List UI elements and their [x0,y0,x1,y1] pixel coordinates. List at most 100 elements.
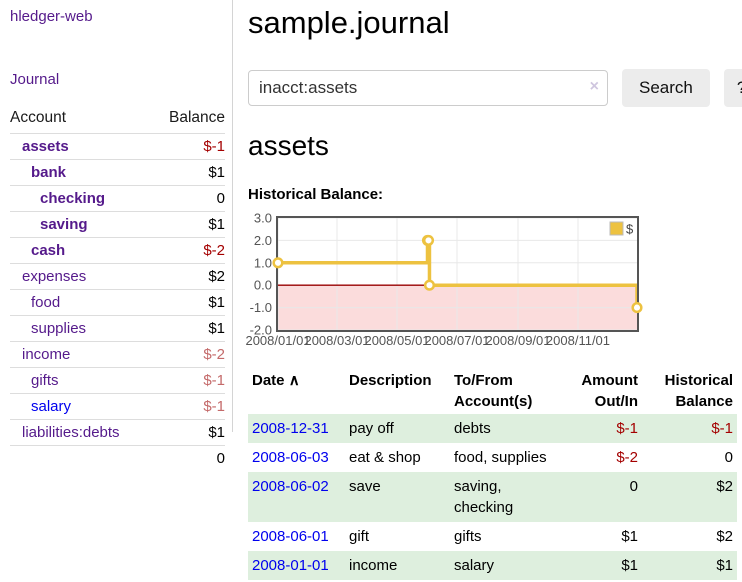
transaction-date-link[interactable]: 2008-06-01 [252,528,329,545]
y-tick-label: -1.0 [250,300,272,315]
historical-balance-chart: 2008/01/01 2008/03/01 2008/05/01 2008/07/01… [245,210,742,352]
register-date-cell: 2008-12-31 [248,414,345,443]
register-amount-cell: 0 [561,472,642,522]
data-point-marker [631,302,643,314]
register-date-cell: 2008-06-02 [248,472,345,522]
chart-svg: 2008/01/012008/03/012008/05/012008/07/01… [245,211,643,348]
account-balance: $1 [152,159,225,186]
account-name-cell: bank [10,159,153,186]
sidebar: hledger-web Journal Account Balance asse… [0,0,233,471]
register-header-date[interactable]: Date ∧ [248,368,345,414]
register-date-cell: 2008-06-01 [248,522,345,551]
account-balance: $-1 [152,367,225,394]
register-balance-cell: $2 [642,472,737,522]
account-name-cell: saving [10,211,153,238]
y-tick-label: 2.0 [254,233,272,248]
sidebar-account-link-saving[interactable]: saving [40,216,88,233]
balance-header-line2: Balance [675,393,733,410]
account-row: supplies $1 [10,315,225,342]
x-tick-label: 2008/11/01 [546,333,610,348]
account-balance: 0 [152,185,225,212]
y-tick-label: 0.0 [254,278,272,293]
amount-header-line1: Amount [581,372,638,389]
amount-header-line2: Out/In [594,393,638,410]
accounts-table: Account Balance assets $-1 bank $1 checking 0… [10,105,225,471]
sidebar-account-link-checking[interactable]: checking [40,190,106,207]
x-tick-label: 2008/03/01 [304,333,369,348]
search-input-wrap: × [248,70,608,106]
register-row: 2008-12-31 pay off debts $-1 $-1 [248,414,737,443]
sidebar-account-link-food[interactable]: food [31,294,61,311]
data-point-marker [422,234,435,246]
balance-header-line1: Historical [664,372,733,389]
account-row: salary $-1 [10,393,225,420]
register-header-row: Date ∧ Description To/From Account(s) Am… [248,368,737,414]
search-input[interactable] [248,70,608,106]
account-row: assets $-1 [10,133,225,160]
register-header-amount: Amount Out/In [561,368,642,414]
transaction-date-link[interactable]: 2008-06-03 [252,449,329,466]
sidebar-account-link-supplies[interactable]: supplies [31,320,87,337]
app-title-link[interactable]: hledger-web [10,8,93,25]
sidebar-item-journal[interactable]: Journal [10,71,60,88]
register-balance-cell: 0 [724,449,733,466]
clear-search-icon[interactable]: × [589,78,599,95]
sidebar-account-link-bank[interactable]: bank [31,164,67,181]
register-row: 2008-01-01 income salary $1 $1 [248,551,737,580]
sidebar-account-link-liabilities-debts[interactable]: liabilities:debts [22,424,120,441]
register-amount-cell: $-1 [561,414,642,443]
account-balance: $-2 [152,341,225,368]
accounts-header-line1: To/From [454,372,513,389]
register-balance-cell: $-1 [642,414,737,443]
sidebar-account-link-salary[interactable]: salary [31,398,72,415]
account-name-cell: gifts [10,367,153,394]
register-description-cell: eat & shop [349,449,421,466]
register-balance-cell: $2 [716,528,733,545]
account-name-cell: cash [10,237,153,264]
sidebar-account-link-gifts[interactable]: gifts [31,372,59,389]
search-form: × Search ? [248,69,742,107]
search-button[interactable]: Search [622,69,710,107]
register-description-cell: income [345,551,450,580]
legend-label: $ [626,222,634,237]
transaction-date-link[interactable]: 2008-01-01 [252,557,329,574]
account-balance: $-1 [152,133,225,160]
account-row: cash $-2 [10,237,225,264]
sidebar-account-link-assets[interactable]: assets [22,138,69,155]
register-row: 2008-06-01 gift gifts $1 $2 [248,522,737,551]
search-help-button[interactable]: ? [723,69,742,107]
account-balance: $1 [152,289,225,316]
register-date-cell: 2008-01-01 [248,551,345,580]
register-description-cell: save [345,472,450,522]
register-accounts-cell: gifts [454,528,482,545]
accounts-total-value: 0 [10,445,225,471]
account-name-cell: salary [10,393,153,420]
register-header-accounts: To/From Account(s) [450,368,561,414]
account-heading: assets [248,130,329,161]
account-name-cell: income [10,341,153,368]
chart-title: Historical Balance: [248,186,384,203]
description-header-label: Description [349,372,432,389]
transaction-date-link[interactable]: 2008-06-02 [252,478,329,495]
plot-border [276,216,639,332]
sidebar-account-link-income[interactable]: income [22,346,71,363]
page-title: sample.journal [248,5,450,40]
x-tick-label: 2008/09/01 [485,333,550,348]
sidebar-account-link-cash[interactable]: cash [31,242,66,259]
sidebar-account-link-expenses[interactable]: expenses [22,268,87,285]
account-balance: $1 [152,211,225,238]
transaction-date-link[interactable]: 2008-12-31 [252,420,329,437]
register-header-balance: Historical Balance [642,368,737,414]
register-row: 2008-06-02 save saving, checking 0 $2 [248,472,737,522]
register-table-body: 2008-12-31 pay off debts $-1 $-1 2008-06-03 ea… [248,414,737,580]
sort-asc-icon[interactable]: ∧ [288,372,300,389]
main-content: sample.journal × Search ? assets Histori… [233,0,742,580]
account-balance: $2 [152,263,225,290]
register-row: 2008-06-03 eat & shop food, supplies $-2 0 [248,443,737,472]
account-balance: $1 [152,419,225,446]
register-description-cell: pay off [345,414,450,443]
account-name-cell: liabilities:debts [10,419,153,446]
app-title: hledger-web [10,8,225,26]
account-row: checking 0 [10,185,225,212]
